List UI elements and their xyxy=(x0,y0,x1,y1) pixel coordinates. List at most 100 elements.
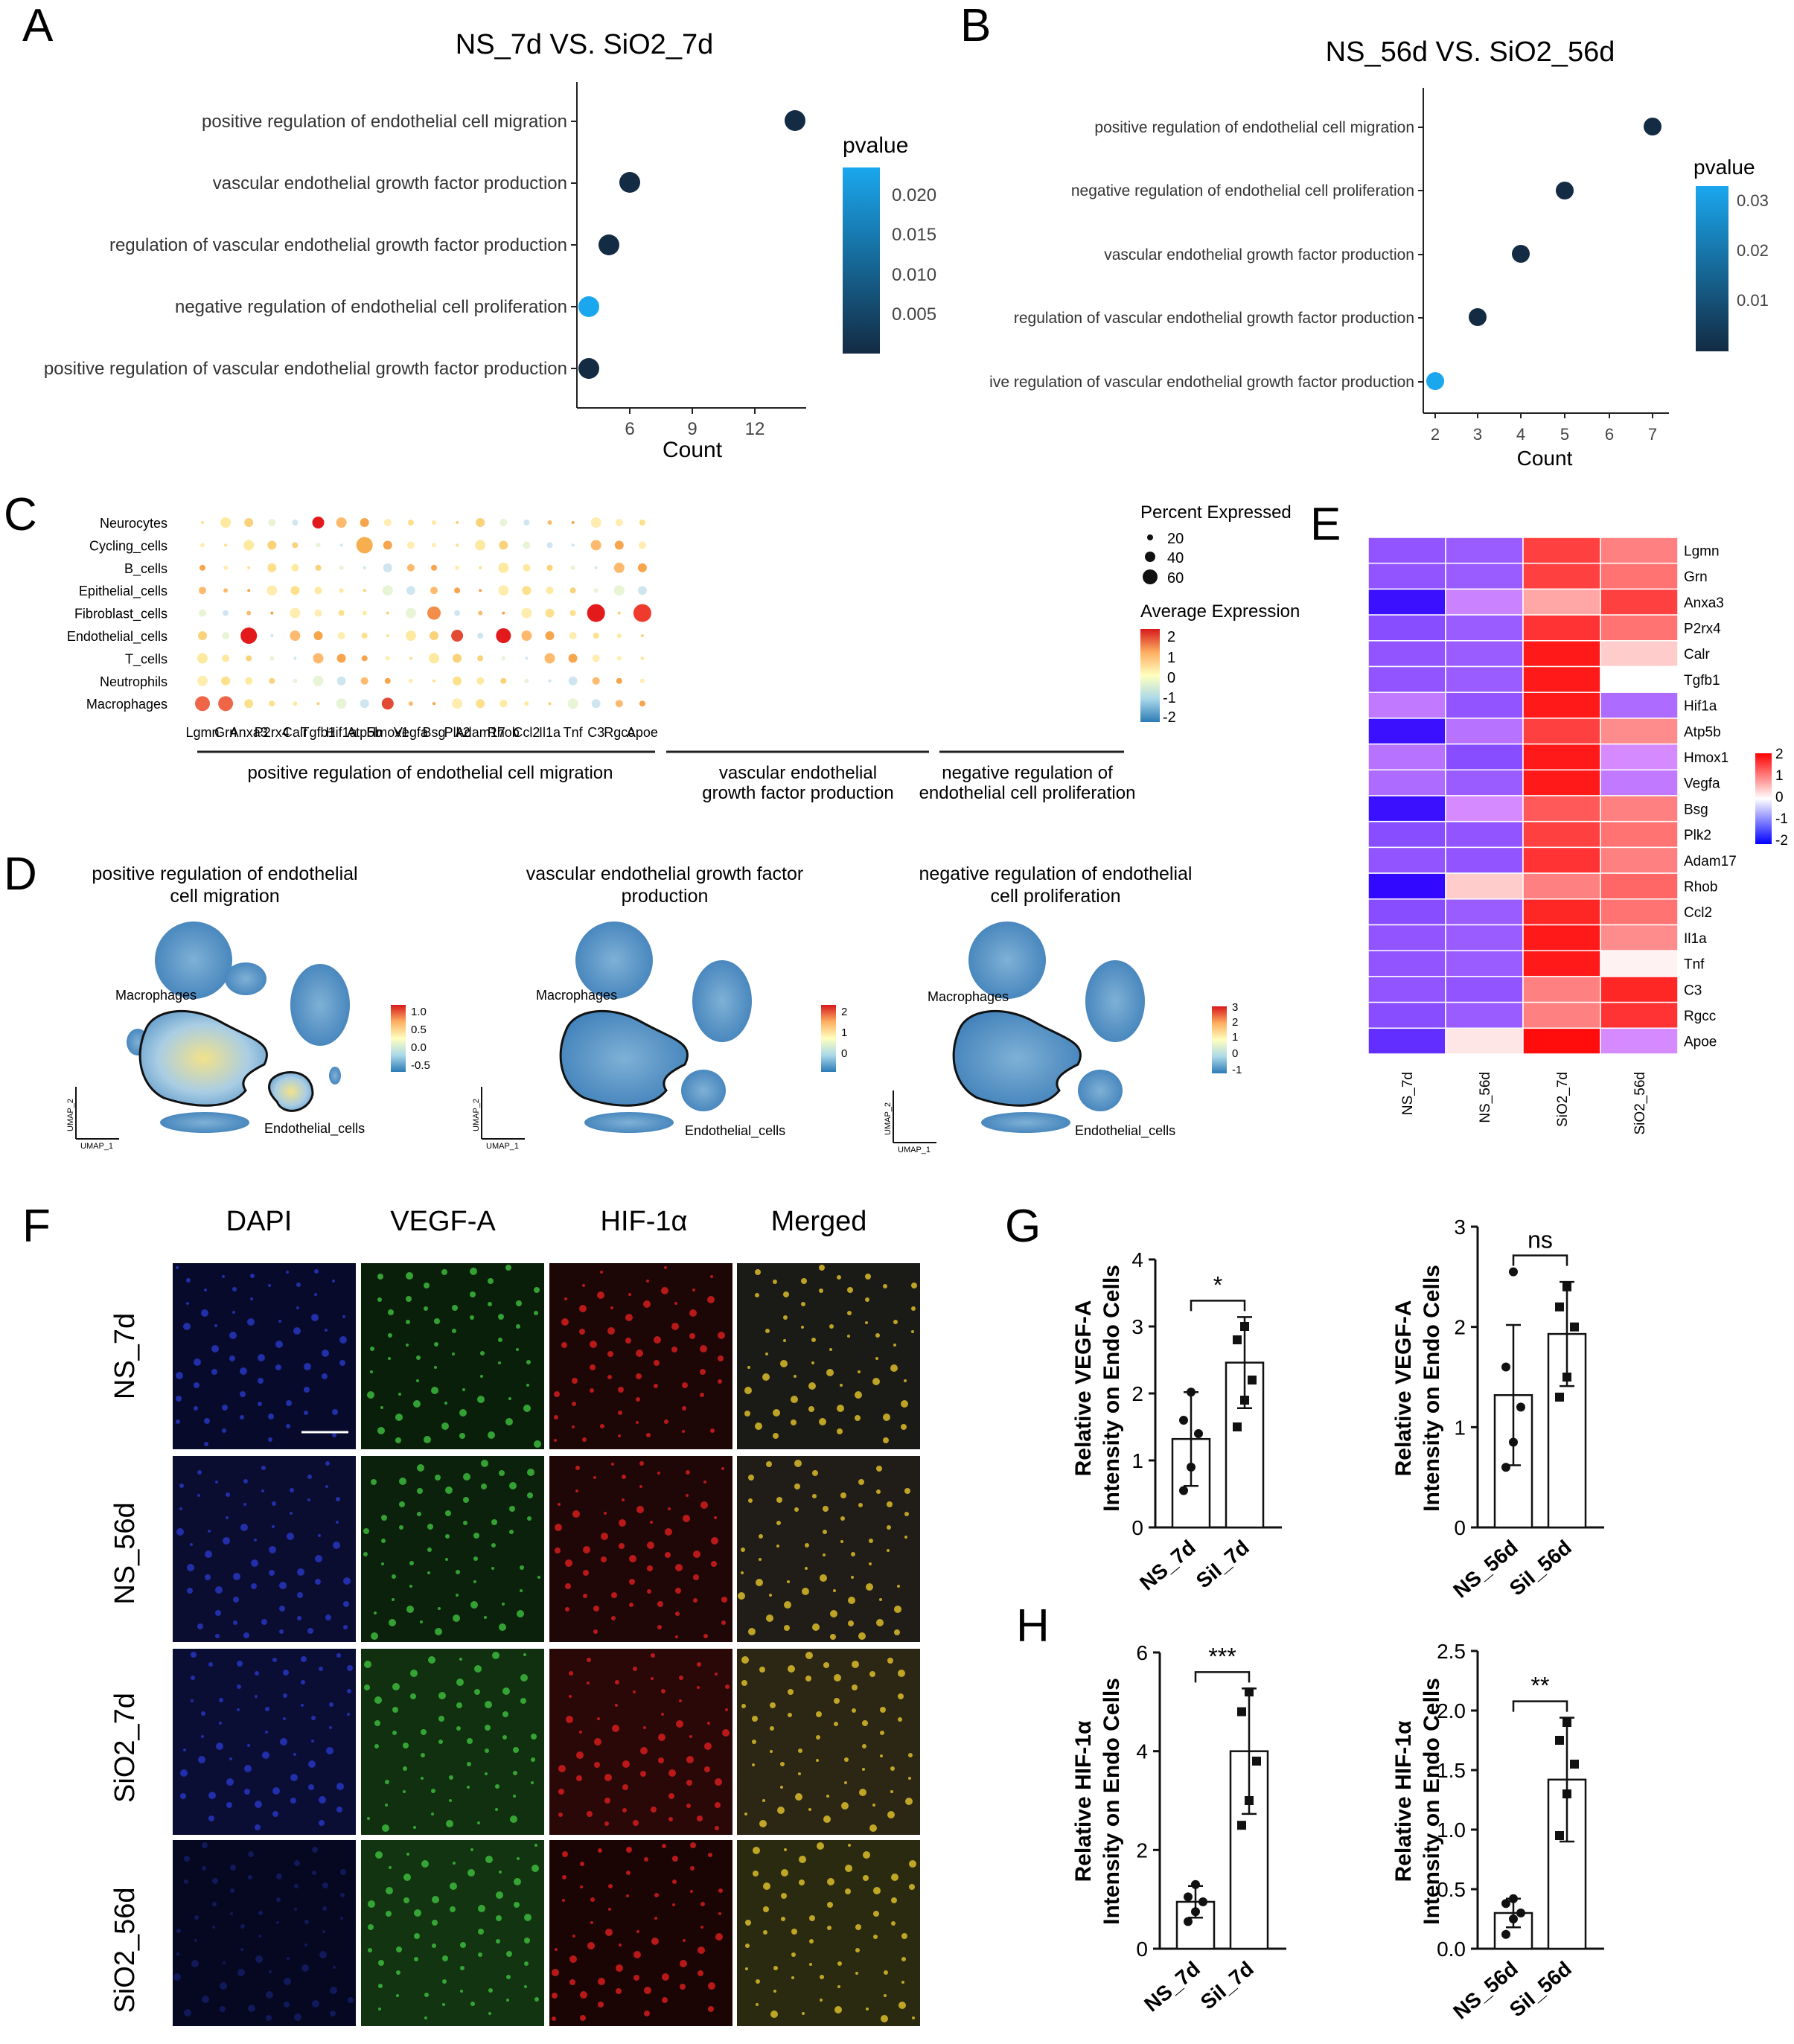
umap-axis-y-label: UMAP_2 xyxy=(884,1102,893,1135)
micrograph-signal xyxy=(601,1533,608,1540)
panel-c-dot xyxy=(382,585,393,596)
micrograph-signal xyxy=(873,1887,881,1894)
micrograph-signal xyxy=(646,1433,651,1437)
panel-c-dot xyxy=(593,633,599,639)
micrograph-signal xyxy=(704,1766,710,1772)
micrograph-signal xyxy=(237,1969,245,1976)
micrograph-background xyxy=(173,1649,356,1835)
micrograph-signal xyxy=(498,1314,504,1320)
umap-cluster xyxy=(155,922,232,999)
panel-c-group-label: growth factor production xyxy=(702,783,893,803)
data-point xyxy=(1240,1396,1249,1405)
panel-c-row-label: Cycling_cells xyxy=(89,538,167,554)
umap-title: cell migration xyxy=(170,886,279,907)
micrograph-signal xyxy=(276,1921,279,1924)
micrograph-signal xyxy=(219,1698,223,1702)
micrograph-signal xyxy=(651,1807,657,1813)
micrograph-signal xyxy=(755,1293,759,1297)
micrograph-signal xyxy=(618,1434,621,1437)
umap-cluster xyxy=(290,964,350,1046)
panel-e-cell xyxy=(1600,665,1679,693)
umap-cluster xyxy=(160,1112,249,1133)
panel-b-term-label: vascular endothelial growth factor produ… xyxy=(1104,246,1414,264)
panel-c-dot xyxy=(451,630,464,642)
micrograph-signal xyxy=(214,1324,217,1327)
micrograph-signal xyxy=(616,1988,622,1994)
micrograph-signal xyxy=(689,1309,697,1317)
panel-b-term-labels: positive regulation of endothelial cell … xyxy=(989,119,1414,391)
micrograph-signal xyxy=(795,1793,802,1801)
micrograph-signal xyxy=(386,1911,392,1917)
panel-c-dot xyxy=(336,676,346,686)
panel-c-dot xyxy=(591,699,601,709)
panel-e-gene-label: Rhob xyxy=(1684,879,1717,895)
micrograph-signal xyxy=(887,1525,891,1530)
micrograph-signal xyxy=(435,1628,442,1635)
micrograph-grid xyxy=(173,1263,920,2026)
micrograph-signal xyxy=(744,1813,747,1815)
micrograph-tile xyxy=(361,1456,544,1642)
panel-c-row-label: Macrophages xyxy=(86,697,167,712)
panel-e-cell xyxy=(1522,820,1601,849)
panel-c-dot xyxy=(290,586,300,595)
micrograph-signal xyxy=(329,1702,333,1707)
panel-c-dot xyxy=(545,631,555,640)
micrograph-signal xyxy=(340,1893,345,1897)
micrograph-signal xyxy=(622,1498,625,1501)
panel-c-dot xyxy=(360,699,369,709)
panel-c-dot xyxy=(570,565,575,570)
micrograph-signal xyxy=(672,1903,675,1906)
micrograph-signal xyxy=(417,1464,424,1472)
micrograph-signal xyxy=(532,1865,539,1872)
micrograph-signal xyxy=(240,1367,247,1375)
micrograph-signal xyxy=(377,1274,383,1280)
micrograph-signal xyxy=(718,1888,723,1893)
panel-c-col-label: Atp5b xyxy=(347,725,382,740)
micrograph-signal xyxy=(534,1440,541,1448)
micrograph-signal xyxy=(608,1908,611,1911)
panel-c-dot xyxy=(547,520,552,525)
panel-c-dot xyxy=(639,678,645,683)
panel-c-dot xyxy=(429,653,439,664)
umap-colorbar xyxy=(391,1005,406,1072)
micrograph-signal xyxy=(473,1533,479,1539)
micrograph-signal xyxy=(395,1437,401,1443)
micrograph-signal xyxy=(258,1378,264,1384)
micrograph-signal xyxy=(348,1997,354,2003)
micrograph-signal xyxy=(453,1615,460,1622)
panel-c-dot xyxy=(523,520,530,526)
panel-e-cell xyxy=(1445,950,1524,977)
micrograph-signal xyxy=(748,1498,753,1503)
micrograph-signal xyxy=(381,1515,387,1521)
panel-f: DAPI VEGF-A HIF-1α Merged NS_7d NS_56d S… xyxy=(109,1206,920,2026)
umap-colorbar-tick: 0 xyxy=(841,1047,847,1060)
panel-c-col-label: Bsg xyxy=(422,725,445,740)
micrograph-signal xyxy=(799,1856,806,1863)
panel-f-col-header: VEGF-A xyxy=(390,1206,496,1237)
micrograph-signal xyxy=(863,1875,869,1881)
micrograph-signal xyxy=(554,1439,557,1442)
micrograph-signal xyxy=(580,1862,584,1866)
micrograph-signal xyxy=(477,1821,480,1824)
micrograph-signal xyxy=(488,1278,494,1284)
micrograph-signal xyxy=(403,1790,406,1793)
panel-e-gene-label: Ccl2 xyxy=(1684,905,1712,921)
data-point xyxy=(1187,1463,1196,1472)
umap-plot: vascular endothelial growth factor produ… xyxy=(472,863,847,1151)
panel-c-col-label: Calr xyxy=(283,725,307,740)
micrograph-signal xyxy=(240,1948,243,1951)
panel-c-dot xyxy=(640,634,644,637)
panel-e-cell xyxy=(1445,795,1524,823)
micrograph-signal xyxy=(432,1920,438,1926)
panel-b-x-tick: 2 xyxy=(1431,425,1440,444)
micrograph-signal xyxy=(491,1543,496,1548)
micrograph-signal xyxy=(392,1598,395,1601)
micrograph-signal xyxy=(340,1869,346,1875)
micrograph-signal xyxy=(410,1670,418,1677)
micrograph-signal xyxy=(284,1978,291,1985)
micrograph-signal xyxy=(467,1786,470,1789)
umap-label-macrophages: Macrophages xyxy=(536,988,617,1003)
micrograph-signal xyxy=(290,1774,298,1781)
panel-c-dot xyxy=(312,517,325,528)
